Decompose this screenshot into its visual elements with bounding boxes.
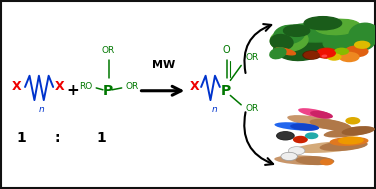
Text: MW: MW: [152, 60, 175, 70]
Text: X: X: [55, 81, 65, 94]
Ellipse shape: [284, 25, 310, 36]
Ellipse shape: [310, 119, 352, 131]
Circle shape: [339, 52, 359, 62]
Ellipse shape: [293, 141, 367, 153]
Ellipse shape: [270, 29, 308, 51]
Circle shape: [303, 51, 320, 59]
Ellipse shape: [296, 156, 334, 165]
Ellipse shape: [310, 111, 333, 119]
Ellipse shape: [320, 141, 368, 151]
Text: X: X: [12, 81, 21, 94]
Text: 1: 1: [96, 131, 106, 145]
Circle shape: [345, 117, 360, 125]
Ellipse shape: [270, 48, 286, 59]
Circle shape: [293, 136, 308, 143]
Ellipse shape: [270, 35, 293, 50]
Ellipse shape: [349, 23, 376, 46]
Ellipse shape: [282, 23, 349, 42]
Circle shape: [317, 49, 336, 58]
Ellipse shape: [323, 31, 375, 53]
Text: OR: OR: [125, 82, 138, 91]
Ellipse shape: [322, 55, 326, 57]
Text: X: X: [190, 81, 200, 94]
Ellipse shape: [287, 115, 351, 130]
Circle shape: [320, 159, 334, 165]
Text: n: n: [38, 105, 44, 114]
Text: O: O: [223, 45, 230, 55]
Text: n: n: [211, 105, 217, 114]
Ellipse shape: [339, 137, 363, 144]
Text: P: P: [102, 84, 112, 98]
Circle shape: [344, 45, 368, 57]
Circle shape: [327, 53, 341, 61]
Ellipse shape: [274, 25, 305, 44]
Text: :: :: [55, 131, 61, 145]
Circle shape: [276, 131, 295, 140]
Ellipse shape: [285, 25, 368, 51]
Ellipse shape: [315, 19, 360, 35]
Ellipse shape: [304, 17, 341, 30]
Circle shape: [281, 152, 297, 160]
Ellipse shape: [275, 48, 296, 55]
Text: OR: OR: [246, 104, 259, 113]
Ellipse shape: [274, 155, 334, 165]
Ellipse shape: [298, 108, 333, 118]
Ellipse shape: [274, 31, 327, 60]
Circle shape: [288, 147, 305, 155]
Ellipse shape: [324, 126, 374, 138]
Text: OR: OR: [102, 46, 115, 55]
Circle shape: [334, 48, 349, 55]
Circle shape: [315, 48, 338, 59]
Ellipse shape: [331, 138, 368, 145]
Ellipse shape: [290, 123, 319, 131]
Ellipse shape: [341, 126, 375, 136]
Text: 1: 1: [17, 131, 26, 145]
Text: OR: OR: [246, 53, 259, 62]
Text: RO: RO: [79, 82, 92, 91]
Ellipse shape: [274, 122, 319, 131]
Circle shape: [302, 50, 321, 60]
Text: +: +: [66, 83, 79, 98]
Text: P: P: [220, 84, 230, 98]
Circle shape: [277, 132, 294, 140]
Circle shape: [305, 132, 318, 139]
Circle shape: [354, 41, 370, 49]
